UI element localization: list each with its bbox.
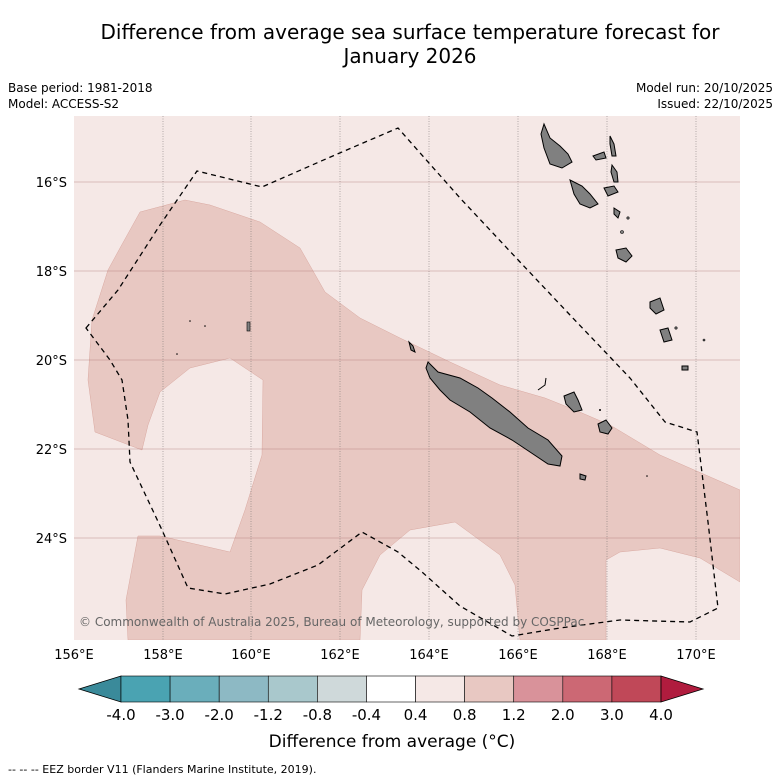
colorbar-bin-1 — [169, 675, 220, 703]
colorbar-bin-5 — [366, 675, 416, 703]
colorbar-tick-label: 1.2 — [502, 706, 526, 724]
eez-border — [85, 127, 719, 637]
epi-island — [613, 207, 621, 219]
colorbar: -4.0 -3.0 -2.0 -1.2 -0.8 -0.4 0.4 0.8 1.2 2.0 3.0 4… — [77, 675, 705, 724]
colorbar-tick-label: -3.0 — [155, 706, 184, 724]
efate-island — [615, 247, 633, 263]
lon-label-166e: 166°E — [498, 648, 538, 663]
base-period: Base period: 1981-2018 — [8, 81, 153, 95]
colorbar-title: Difference from average (°C) — [268, 732, 516, 752]
islet-g — [646, 475, 648, 477]
islet-d — [189, 320, 191, 322]
lon-labels: 156°E 158°E 160°E 162°E 164°E 166°E 168°… — [54, 648, 716, 663]
ambae-island — [592, 151, 607, 161]
pentecost-island — [610, 163, 619, 183]
islet-h — [599, 409, 601, 411]
lon-label-168e: 168°E — [587, 648, 627, 663]
loyalty-island-lifou — [563, 391, 583, 413]
colorbar-bin-6 — [415, 675, 465, 703]
loyalty-island-ouvea — [537, 377, 547, 391]
meta-left: Base period: 1981-2018 Model: ACCESS-S2 — [8, 80, 153, 112]
islet-b — [674, 326, 678, 330]
chesterfield-islet — [246, 321, 251, 332]
maewo-island — [609, 135, 617, 157]
lon-label-170e: 170°E — [676, 648, 716, 663]
copyright-notice: © Commonwealth of Australia 2025, Bureau… — [79, 615, 584, 629]
colorbar-tick-label: -2.0 — [205, 706, 234, 724]
colorbar-bin-10 — [611, 675, 662, 703]
lat-label-16s: 16°S — [36, 176, 67, 191]
new-caledonia-island — [425, 361, 563, 467]
colorbar-bin-7 — [464, 675, 515, 703]
isle-of-pines — [579, 473, 587, 481]
map-content — [74, 116, 740, 640]
title-line-2: January 2026 — [343, 44, 477, 68]
ambrym-island — [603, 185, 619, 197]
tanna-island — [659, 327, 673, 343]
model-run: Model run: 20/10/2025 — [635, 81, 773, 95]
islet-f — [176, 353, 178, 355]
colorbar-bin-4 — [317, 675, 367, 703]
colorbar-bin-2 — [218, 675, 269, 703]
malakula-island — [569, 179, 599, 209]
lat-label-22s: 22°S — [36, 443, 67, 458]
colorbar-tick-label: 0.4 — [404, 706, 428, 724]
eez-legend-note: -- -- -- EEZ border V11 (Flanders Marine… — [8, 763, 317, 776]
colorbar-bin-8 — [513, 675, 564, 703]
chart-title: Difference from average sea surface temp… — [60, 20, 760, 68]
colorbar-bin-0 — [120, 675, 171, 703]
colorbar-bin-3 — [267, 675, 318, 703]
small-islet — [408, 340, 416, 353]
colorbar-tick-label: -4.0 — [106, 706, 135, 724]
lat-label-18s: 18°S — [36, 265, 67, 280]
colorbar-bin-9 — [562, 675, 613, 703]
lat-label-20s: 20°S — [36, 354, 67, 369]
lon-label-160e: 160°E — [231, 648, 271, 663]
colorbar-tick-label: -1.2 — [254, 706, 283, 724]
lon-label-158e: 158°E — [143, 648, 183, 663]
colorbar-tick-label: -0.8 — [303, 706, 332, 724]
islet-e — [204, 325, 206, 327]
colorbar-tick-label: 3.0 — [600, 706, 624, 724]
lon-label-162e: 162°E — [320, 648, 360, 663]
lon-label-164e: 164°E — [409, 648, 449, 663]
title-line-1: Difference from average sea surface temp… — [100, 20, 720, 44]
loyalty-island-mare — [597, 419, 613, 435]
aneityum-island — [681, 365, 689, 371]
lat-labels: 16°S 18°S 20°S 22°S 24°S — [36, 176, 67, 547]
erromango-island — [649, 297, 665, 315]
model-name: Model: ACCESS-S2 — [8, 97, 120, 111]
colorbar-tick-label: 4.0 — [649, 706, 673, 724]
colorbar-extend-low — [77, 675, 122, 703]
colorbar-tick-label: -0.4 — [352, 706, 381, 724]
shepherd-islet — [620, 230, 624, 234]
meta-right: Model run: 20/10/2025 Issued: 22/10/2025 — [636, 80, 773, 112]
warm-anomaly-region — [87, 199, 740, 640]
espiritu-santo-island — [540, 122, 573, 169]
issued-date: Issued: 22/10/2025 — [657, 97, 773, 111]
colorbar-extend-high — [660, 675, 705, 703]
lat-label-24s: 24°S — [36, 532, 67, 547]
islet-a — [626, 216, 630, 220]
colorbar-tick-label: 0.8 — [453, 706, 477, 724]
lat-gridlines — [74, 181, 740, 539]
colorbar-tick-label: 2.0 — [551, 706, 575, 724]
islet-c — [702, 338, 706, 342]
lon-label-156e: 156°E — [54, 648, 94, 663]
